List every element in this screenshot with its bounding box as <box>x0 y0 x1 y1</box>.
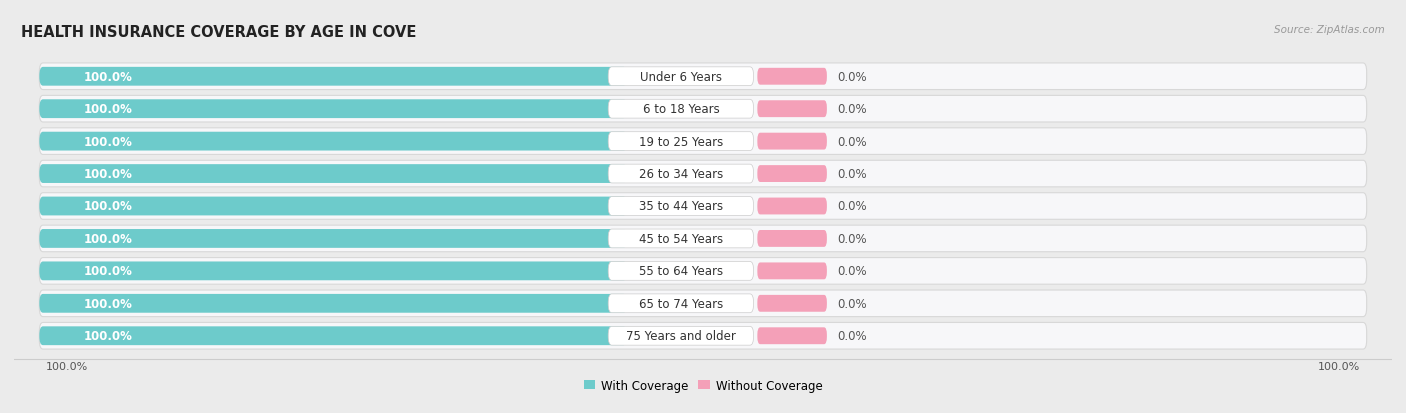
FancyBboxPatch shape <box>758 166 827 183</box>
FancyBboxPatch shape <box>39 230 627 248</box>
Text: 6 to 18 Years: 6 to 18 Years <box>643 103 720 116</box>
Text: 26 to 34 Years: 26 to 34 Years <box>638 168 723 180</box>
FancyBboxPatch shape <box>39 262 627 280</box>
FancyBboxPatch shape <box>758 230 827 247</box>
Text: 100.0%: 100.0% <box>45 361 89 371</box>
FancyBboxPatch shape <box>39 290 1367 317</box>
FancyBboxPatch shape <box>609 133 754 151</box>
Text: 0.0%: 0.0% <box>837 71 866 83</box>
Text: 100.0%: 100.0% <box>1317 361 1361 371</box>
Text: 0.0%: 0.0% <box>837 168 866 180</box>
FancyBboxPatch shape <box>609 230 754 248</box>
Text: 0.0%: 0.0% <box>837 265 866 278</box>
Text: 100.0%: 100.0% <box>83 135 132 148</box>
Text: 100.0%: 100.0% <box>83 330 132 342</box>
Text: 0.0%: 0.0% <box>837 330 866 342</box>
FancyBboxPatch shape <box>758 328 827 344</box>
Text: 100.0%: 100.0% <box>83 71 132 83</box>
Text: 100.0%: 100.0% <box>83 233 132 245</box>
FancyBboxPatch shape <box>758 295 827 312</box>
FancyBboxPatch shape <box>758 198 827 215</box>
Legend: With Coverage, Without Coverage: With Coverage, Without Coverage <box>579 375 827 395</box>
FancyBboxPatch shape <box>39 96 1367 123</box>
FancyBboxPatch shape <box>609 165 754 183</box>
FancyBboxPatch shape <box>39 161 1367 188</box>
FancyBboxPatch shape <box>609 100 754 119</box>
Text: 45 to 54 Years: 45 to 54 Years <box>638 233 723 245</box>
Text: 0.0%: 0.0% <box>837 233 866 245</box>
FancyBboxPatch shape <box>39 64 1367 90</box>
FancyBboxPatch shape <box>39 68 627 86</box>
Text: 35 to 44 Years: 35 to 44 Years <box>638 200 723 213</box>
FancyBboxPatch shape <box>39 100 627 119</box>
FancyBboxPatch shape <box>39 258 1367 285</box>
FancyBboxPatch shape <box>758 101 827 118</box>
FancyBboxPatch shape <box>39 323 1367 349</box>
FancyBboxPatch shape <box>39 165 627 183</box>
Text: 100.0%: 100.0% <box>83 168 132 180</box>
Text: Source: ZipAtlas.com: Source: ZipAtlas.com <box>1274 25 1385 35</box>
FancyBboxPatch shape <box>39 193 1367 220</box>
Text: 100.0%: 100.0% <box>83 297 132 310</box>
FancyBboxPatch shape <box>39 128 1367 155</box>
FancyBboxPatch shape <box>609 197 754 216</box>
FancyBboxPatch shape <box>758 69 827 85</box>
FancyBboxPatch shape <box>609 294 754 313</box>
Text: Under 6 Years: Under 6 Years <box>640 71 721 83</box>
Text: 0.0%: 0.0% <box>837 135 866 148</box>
Text: 100.0%: 100.0% <box>83 103 132 116</box>
Text: 100.0%: 100.0% <box>83 265 132 278</box>
Text: 75 Years and older: 75 Years and older <box>626 330 735 342</box>
FancyBboxPatch shape <box>758 133 827 150</box>
FancyBboxPatch shape <box>39 133 627 151</box>
FancyBboxPatch shape <box>609 68 754 86</box>
Text: HEALTH INSURANCE COVERAGE BY AGE IN COVE: HEALTH INSURANCE COVERAGE BY AGE IN COVE <box>21 25 416 40</box>
FancyBboxPatch shape <box>39 225 1367 252</box>
Text: 0.0%: 0.0% <box>837 200 866 213</box>
Text: 100.0%: 100.0% <box>83 200 132 213</box>
FancyBboxPatch shape <box>609 262 754 280</box>
Text: 0.0%: 0.0% <box>837 297 866 310</box>
FancyBboxPatch shape <box>39 294 627 313</box>
Text: 19 to 25 Years: 19 to 25 Years <box>638 135 723 148</box>
Text: 0.0%: 0.0% <box>837 103 866 116</box>
FancyBboxPatch shape <box>758 263 827 280</box>
FancyBboxPatch shape <box>39 197 627 216</box>
Text: 55 to 64 Years: 55 to 64 Years <box>638 265 723 278</box>
FancyBboxPatch shape <box>39 327 627 345</box>
Text: 65 to 74 Years: 65 to 74 Years <box>638 297 723 310</box>
FancyBboxPatch shape <box>609 327 754 345</box>
